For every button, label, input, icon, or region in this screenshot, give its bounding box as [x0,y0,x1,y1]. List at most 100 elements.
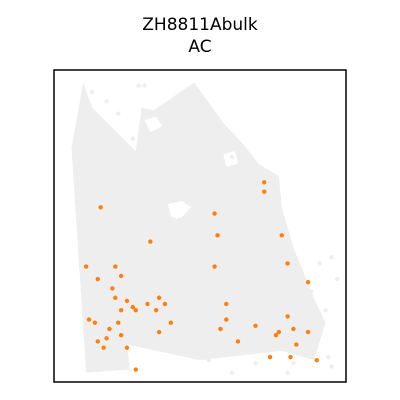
highlighted-spot [212,211,217,216]
background-spot [285,370,290,375]
background-spot [194,208,200,213]
background-spot [297,273,302,279]
background-spot [221,198,226,204]
plot-frame [53,69,347,383]
highlighted-spot [118,308,124,313]
highlighted-spots [83,180,319,372]
background-spot [186,242,191,247]
background-spot [291,361,296,366]
background-spot [177,267,182,272]
background-spot [273,258,279,263]
background-spot [154,233,159,238]
background-spot [191,226,197,232]
highlighted-spot [253,323,258,329]
highlighted-spot [314,357,319,363]
background-spot [288,251,293,257]
background-spot [308,289,314,294]
highlighted-spot [113,264,118,269]
highlighted-spot [95,276,101,282]
background-spot [165,226,171,232]
highlighted-spot [212,264,217,269]
background-spot [238,161,244,166]
background-spot [156,170,162,176]
chart-title: ZH8811Abulk [142,15,258,35]
background-spot [183,195,188,201]
background-spot [241,267,246,272]
highlighted-spot [86,317,92,322]
tissue-gap-2 [144,116,163,133]
background-spot [191,189,197,194]
highlighted-spot [148,239,153,244]
background-spot [159,161,165,166]
highlighted-spot [110,286,115,291]
background-spot [317,261,322,266]
background-spot [104,99,109,104]
background-spot [151,180,156,185]
tissue-gap-0 [167,201,192,220]
highlighted-spot [104,336,109,341]
background-spot [203,139,209,144]
background-spot [121,226,127,232]
highlighted-spot [288,354,293,360]
highlighted-spot [305,329,311,335]
highlighted-spot [285,261,290,266]
highlighted-spot [224,301,229,307]
highlighted-spot [156,329,162,335]
background-spot [180,251,185,257]
highlighted-spot [118,273,124,279]
highlighted-spot [305,279,311,285]
background-spot [311,329,317,335]
highlighted-spot [118,333,124,338]
highlighted-spot [133,367,138,372]
background-spot [139,251,144,257]
background-spot [232,236,238,241]
highlighted-spot [116,320,121,325]
background-spot [329,364,334,369]
background-spot [191,142,197,148]
background-spot [180,180,185,185]
background-spot [186,351,191,357]
background-spot [212,133,217,138]
background-spot [171,217,176,222]
highlighted-spot [154,308,159,313]
background-spot [227,214,232,219]
tissue-spots [71,82,340,375]
background-spot [305,283,311,288]
highlighted-spot [224,317,229,322]
background-spot [194,233,200,238]
background-spot [177,217,182,222]
background-spot [81,186,86,191]
background-spot [89,89,95,95]
highlighted-spot [279,233,284,238]
background-spot [253,361,258,366]
highlighted-spot [267,354,273,360]
background-spot [186,192,191,197]
highlighted-spot [98,205,103,210]
background-spot [162,242,168,247]
background-spot [189,220,194,226]
highlighted-spot [107,326,112,332]
background-spot [89,261,95,266]
highlighted-spot [145,301,150,307]
background-spot [314,336,319,341]
background-spot [142,83,147,88]
background-spot [215,223,220,229]
background-spot [130,136,136,141]
background-spot [98,208,103,213]
background-spot [221,145,226,151]
background-spot [168,220,173,226]
background-spot [133,177,138,182]
background-spot [302,304,308,310]
background-spot [256,248,261,254]
highlighted-spot [113,295,118,300]
background-spot [264,242,270,247]
highlighted-spot [95,339,101,344]
background-spot [86,198,92,204]
background-spot [151,236,156,241]
background-spot [206,233,211,238]
background-spot [174,220,179,226]
background-spot [329,255,334,260]
background-spot [136,83,141,88]
background-spot [200,217,206,222]
